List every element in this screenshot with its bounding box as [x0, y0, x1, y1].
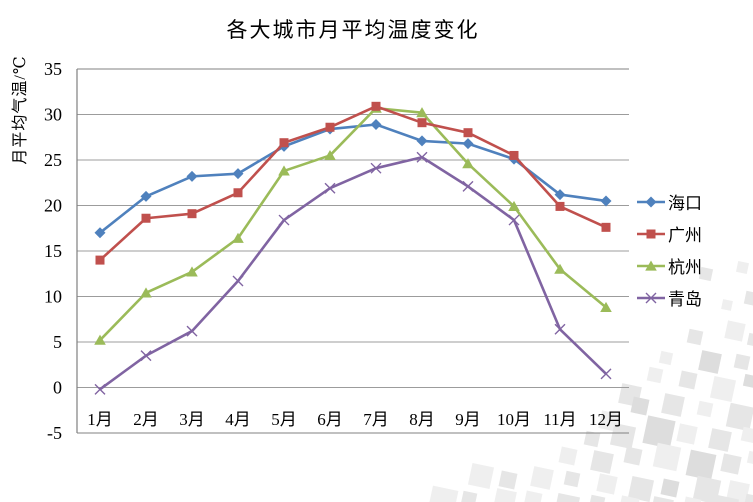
marker-triangle: [554, 263, 566, 274]
legend: 海口 广州 杭州 青岛: [636, 190, 702, 309]
y-tick-label-30: 30: [44, 105, 62, 125]
marker-square: [187, 209, 197, 219]
marker-triangle: [140, 287, 152, 298]
marker-triangle: [462, 158, 474, 169]
x-tick-label-9: 9月: [455, 410, 481, 429]
legend-marker-haikou: [637, 196, 665, 207]
marker-triangle: [508, 200, 520, 212]
marker-diamond: [186, 170, 198, 182]
marker-square: [555, 201, 565, 211]
marker-square: [325, 122, 335, 132]
legend-label-hangzhou: 杭州: [668, 258, 702, 277]
y-tick-label-25: 25: [44, 150, 62, 170]
y-tick-label-0: 0: [53, 378, 62, 398]
marker-triangle: [232, 232, 244, 243]
marker-triangle: [645, 260, 657, 271]
marker-diamond: [94, 227, 106, 239]
marker-diamond: [462, 138, 474, 150]
marker-x: [140, 350, 152, 362]
marker-x: [94, 383, 106, 395]
marker-x: [645, 292, 657, 303]
marker-square: [279, 138, 289, 148]
marker-x: [324, 182, 336, 194]
series-qingdao: [94, 151, 612, 395]
marker-x: [462, 180, 474, 192]
x-tick-label-6: 6月: [317, 410, 343, 429]
marker-x: [232, 275, 244, 287]
series-guangzhou-line: [99, 105, 607, 262]
legend-marker-guangzhou: [637, 229, 665, 238]
legend-item-guangzhou: 广州: [636, 222, 702, 245]
x-tick-label-12: 12月: [589, 410, 623, 429]
series-hangzhou-line: [99, 106, 607, 342]
marker-diamond: [645, 196, 657, 207]
x-tick-label-4: 4月: [225, 410, 251, 429]
marker-x: [278, 214, 290, 226]
marker-diamond: [416, 135, 428, 147]
legend-item-haikou: 海口: [636, 190, 702, 213]
marker-square: [601, 222, 611, 232]
x-tick-label-10: 10月: [497, 410, 531, 429]
marker-diamond: [600, 195, 612, 207]
y-tick-label-35: 35: [44, 59, 62, 79]
marker-diamond: [232, 168, 244, 180]
y-tick-label-5: 5: [53, 332, 62, 352]
marker-triangle: [278, 165, 290, 176]
marker-x: [600, 368, 612, 380]
legend-label-haikou: 海口: [668, 194, 702, 213]
y-tick-label--5: -5: [47, 423, 62, 443]
marker-triangle: [600, 301, 612, 313]
marker-x: [186, 325, 198, 337]
legend-item-hangzhou: 杭州: [636, 254, 702, 277]
x-tick-label-5: 5月: [271, 410, 297, 429]
marker-square: [463, 128, 473, 138]
legend-label-guangzhou: 广州: [668, 226, 702, 245]
legend-item-qingdao: 青岛: [636, 286, 702, 309]
x-tick-label-7: 7月: [363, 410, 389, 429]
marker-triangle: [186, 266, 198, 277]
y-tick-label-10: 10: [44, 287, 62, 307]
marker-triangle: [324, 149, 336, 161]
marker-square: [646, 229, 656, 238]
marker-square: [371, 101, 381, 111]
marker-diamond: [554, 189, 566, 201]
marker-x: [416, 151, 428, 163]
series-qingdao-line: [99, 155, 607, 391]
x-tick-label-1: 1月: [87, 410, 113, 429]
x-tick-label-2: 2月: [133, 410, 159, 429]
marker-diamond: [140, 190, 152, 202]
series-guangzhou: [95, 101, 611, 265]
x-tick-label-8: 8月: [409, 410, 435, 429]
y-tick-label-20: 20: [44, 196, 62, 216]
x-tick-label-3: 3月: [179, 410, 205, 429]
legend-marker-hangzhou: [637, 260, 665, 271]
marker-x: [370, 162, 382, 174]
chart-title: 各大城市月平均温度变化: [226, 18, 480, 42]
series-hangzhou: [94, 102, 612, 345]
legend-label-qingdao: 青岛: [668, 290, 702, 309]
x-tick-label-11: 11月: [543, 410, 576, 429]
marker-square: [233, 188, 243, 198]
marker-x: [554, 323, 566, 335]
marker-square: [141, 213, 151, 223]
marker-triangle: [416, 107, 428, 118]
marker-square: [95, 255, 105, 265]
marker-diamond: [370, 119, 382, 131]
marker-square: [509, 150, 519, 160]
legend-marker-qingdao: [637, 292, 665, 303]
marker-triangle: [94, 334, 106, 345]
y-tick-label-15: 15: [44, 241, 62, 261]
marker-square: [417, 118, 427, 128]
marker-x: [508, 214, 520, 226]
